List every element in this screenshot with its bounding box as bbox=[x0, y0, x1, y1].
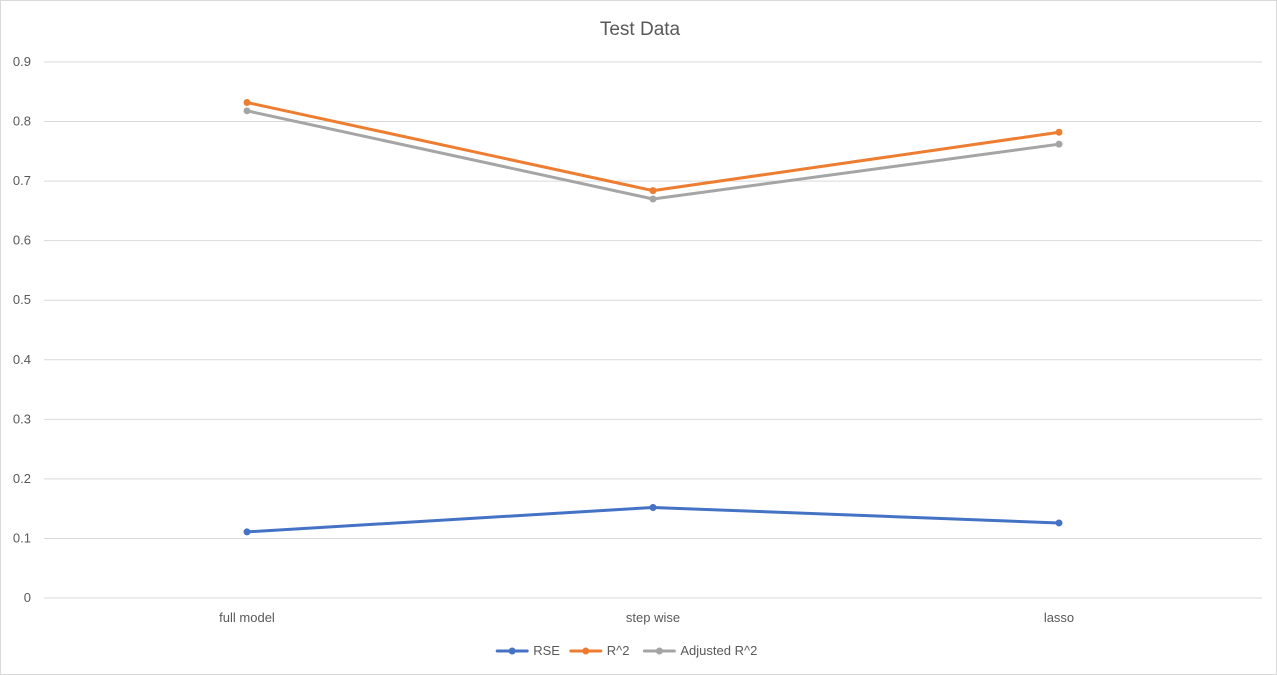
y-tick-label: 0.7 bbox=[13, 173, 31, 188]
legend-marker bbox=[655, 647, 663, 655]
legend-marker bbox=[582, 647, 590, 655]
data-point bbox=[649, 195, 657, 203]
data-series bbox=[243, 98, 1063, 536]
x-tick-label: full model bbox=[219, 610, 275, 625]
gridlines bbox=[44, 61, 1262, 599]
y-axis-ticks: 0 0.1 0.2 0.3 0.4 0.5 0.6 0.7 0.8 0.9 bbox=[13, 54, 31, 605]
data-point bbox=[1055, 519, 1063, 527]
data-point bbox=[243, 528, 251, 536]
data-point bbox=[243, 107, 251, 115]
y-tick-label: 0.1 bbox=[13, 530, 31, 545]
series-line bbox=[245, 100, 1061, 193]
y-tick-label: 0.6 bbox=[13, 233, 31, 248]
x-tick-label: step wise bbox=[626, 610, 680, 625]
x-tick-label: lasso bbox=[1044, 610, 1074, 625]
legend-label: Adjusted R^2 bbox=[680, 643, 757, 658]
y-tick-label: 0 bbox=[24, 590, 31, 605]
series-line bbox=[245, 109, 1061, 201]
chart-title: Test Data bbox=[600, 19, 681, 40]
legend-item: R^2 bbox=[569, 643, 630, 658]
y-tick-label: 0.4 bbox=[13, 352, 31, 367]
legend-item: RSE bbox=[495, 643, 560, 658]
y-tick-label: 0.8 bbox=[13, 114, 31, 129]
legend-item: Adjusted R^2 bbox=[642, 643, 757, 658]
data-point bbox=[649, 503, 657, 511]
legend-label: RSE bbox=[533, 643, 560, 658]
x-axis-ticks: full model step wise lasso bbox=[219, 610, 1074, 625]
y-tick-label: 0.3 bbox=[13, 411, 31, 426]
data-point bbox=[649, 187, 657, 195]
y-tick-label: 0.5 bbox=[13, 292, 31, 307]
y-tick-label: 0.2 bbox=[13, 471, 31, 486]
data-point bbox=[1055, 140, 1063, 148]
legend: RSE R^2 Adjusted R^2 bbox=[495, 643, 757, 658]
legend-label: R^2 bbox=[607, 643, 630, 658]
y-tick-label: 0.9 bbox=[13, 54, 31, 69]
data-point bbox=[243, 98, 251, 106]
series-group bbox=[243, 107, 1063, 203]
series-line bbox=[245, 505, 1061, 534]
data-point bbox=[1055, 128, 1063, 136]
series-group bbox=[243, 98, 1063, 195]
series-group bbox=[243, 503, 1063, 536]
legend-marker bbox=[508, 647, 516, 655]
